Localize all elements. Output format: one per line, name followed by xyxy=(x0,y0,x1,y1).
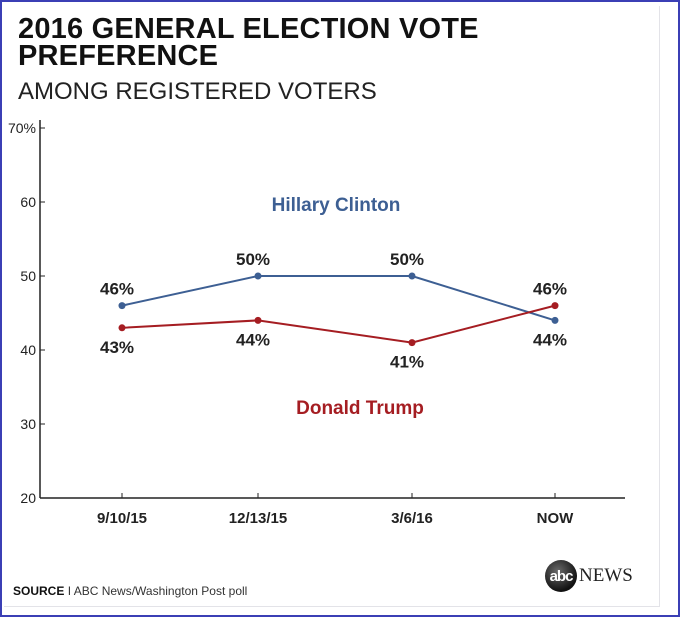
x-tick-label: 3/6/16 xyxy=(391,510,433,527)
data-point xyxy=(254,316,262,324)
x-tick-label: 12/13/15 xyxy=(229,510,287,527)
y-tick-label: 70% xyxy=(8,120,36,136)
data-point xyxy=(118,302,126,310)
chart-subtitle: AMONG REGISTERED VOTERS xyxy=(18,78,377,105)
data-label: 44% xyxy=(236,330,270,349)
abc-news-logo: abc NEWS xyxy=(545,560,633,592)
data-label: 41% xyxy=(390,353,424,372)
x-tick-label: 9/10/15 xyxy=(97,510,147,527)
data-label: 46% xyxy=(100,280,134,299)
data-point xyxy=(551,302,559,310)
data-point xyxy=(551,316,559,324)
source-note: SOURCE I ABC News/Washington Post poll xyxy=(13,584,247,598)
series-line-1 xyxy=(121,304,556,344)
legend-clinton: Hillary Clinton xyxy=(272,195,401,216)
y-tick-label: 60 xyxy=(20,194,36,210)
data-label: 50% xyxy=(236,250,270,269)
data-label: 44% xyxy=(533,330,567,349)
data-point xyxy=(408,339,416,347)
y-tick-label: 50 xyxy=(20,268,36,284)
y-tick-label: 40 xyxy=(20,342,36,358)
chart-title: 2016 GENERAL ELECTION VOTE PREFERENCE xyxy=(18,13,479,72)
abc-logo-ball: abc xyxy=(545,560,577,592)
data-label: 50% xyxy=(390,250,424,269)
data-point xyxy=(118,324,126,332)
y-tick-label: 30 xyxy=(20,416,36,432)
legend-trump: Donald Trump xyxy=(296,398,424,419)
news-wordmark: NEWS xyxy=(579,565,633,586)
data-label: 43% xyxy=(100,338,134,357)
y-tick-label: 20 xyxy=(20,490,36,506)
data-point xyxy=(408,272,416,280)
source-text: I ABC News/Washington Post poll xyxy=(67,584,248,598)
data-point xyxy=(254,272,262,280)
source-label: SOURCE xyxy=(13,584,65,598)
series-line-0 xyxy=(121,275,556,322)
chart-card xyxy=(4,6,660,607)
x-tick-label: NOW xyxy=(537,510,575,527)
data-label: 46% xyxy=(533,280,567,299)
